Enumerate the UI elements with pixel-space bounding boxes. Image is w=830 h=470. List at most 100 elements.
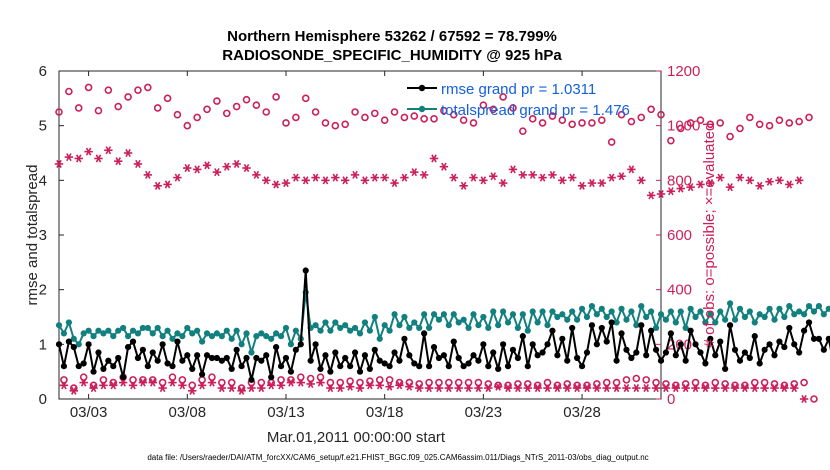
obs-evaluated-point [597,179,606,188]
chart-title-line1: Northern Hemisphere 53262 / 67592 = 78.7… [227,28,557,45]
obs-evaluated-point [656,189,666,199]
totalspread-point [504,319,512,326]
obs-possible-point [79,373,88,381]
obs-possible-point [588,119,596,127]
rmse-point [198,371,206,378]
rmse-point [815,335,823,342]
obs-evaluated-stroke [332,173,339,182]
totalspread-point [248,349,255,356]
obs-possible-point [489,105,498,114]
obs-evaluated-stroke [796,176,802,185]
totalspread-point [218,333,225,340]
obs-possible-point [336,378,345,387]
totalspread-point [588,302,596,310]
obs-possible-point [193,113,201,122]
obs-possible-point [380,116,389,124]
rmse-point [65,338,72,345]
obs-possible-point [706,120,715,129]
obs-evaluated-point [459,181,468,190]
x-tick-label: 03/03 [70,404,108,421]
totalspread-point [717,308,724,315]
totalspread-point [60,330,68,337]
totalspread-point [317,327,324,334]
rmse-point [440,352,447,359]
obs-evaluated-stroke [115,157,122,166]
totalspread-point [707,311,714,318]
obs-evaluated-stroke [362,176,368,185]
obs-evaluated-point [513,384,523,393]
rmse-point [776,338,783,345]
obs-possible-point [203,105,211,114]
obs-possible-point [94,106,103,115]
obs-possible-point [89,381,98,390]
obs-possible-point [509,104,517,112]
totalspread-point [480,313,487,321]
rmse-point [504,363,512,370]
rmse-point [129,338,137,345]
totalspread-point [495,322,502,329]
obs-evaluated-point [641,384,651,393]
totalspread-point [672,319,679,326]
totalspread-point [174,330,181,337]
totalspread-point [697,308,704,315]
totalspread-point [687,305,694,312]
obs-possible-point [425,378,433,387]
obs-evaluated-point [449,173,458,182]
obs-possible-point [366,377,374,386]
obs-evaluated-point [212,168,222,177]
obs-evaluated-point [622,384,631,393]
obs-evaluated-point [370,173,380,182]
obs-evaluated-stroke [125,148,131,158]
totalspread-point [440,311,447,318]
totalspread-point [110,333,117,340]
y-left-tick-label: 2 [39,282,47,299]
y-left-tick-label: 5 [39,118,47,135]
rmse-point [287,368,295,375]
rmse-point [248,376,255,383]
rmse-point [524,363,531,370]
totalspread-point [638,302,645,310]
obs-evaluated-stroke [668,187,674,196]
y-axis-left: 0 1 2 3 4 5 6 [39,63,64,408]
totalspread-point [529,308,536,315]
totalspread-point [120,324,127,332]
totalspread-point [159,333,166,340]
obs-evaluated-point [114,157,123,166]
rmse-point [682,357,689,364]
obs-possible-point [449,110,458,119]
obs-possible-point [647,105,655,114]
rmse-point [416,363,423,370]
obs-evaluated-point [681,384,690,393]
totalspread-point [815,302,823,310]
obs-evaluated-point [271,180,281,189]
obs-evaluated-stroke [569,173,575,182]
rmse-point [277,363,285,370]
totalspread-point [499,308,507,315]
totalspread-point [618,305,625,312]
obs-evaluated-stroke [747,176,753,185]
obs-possible-point [99,376,108,384]
rmse-point [327,368,334,375]
rmse-point [134,354,142,362]
obs-evaluated-point [558,176,567,185]
obs-possible-point [469,119,478,127]
totalspread-point [667,308,674,315]
legend-rmse-label: rmse grand pr = 1.0311 [441,81,596,98]
rmse-point [652,346,660,353]
obs-evaluated-stroke [598,179,605,188]
obs-possible-point [296,373,305,381]
rmse-point [391,349,398,356]
totalspread-point [598,305,605,312]
obs-possible-point [672,381,680,390]
obs-evaluated-point [415,384,424,393]
obs-evaluated-stroke [174,173,181,182]
totalspread-point [712,319,719,326]
rmse-point [554,352,561,359]
totalspread-point [583,313,591,321]
obs-evaluated-point [365,381,375,390]
obs-possible-point [612,378,621,387]
rmse-point [223,354,230,362]
obs-evaluated-point [419,170,429,179]
obs-possible-point [445,378,453,387]
obs-possible-point [568,120,576,129]
